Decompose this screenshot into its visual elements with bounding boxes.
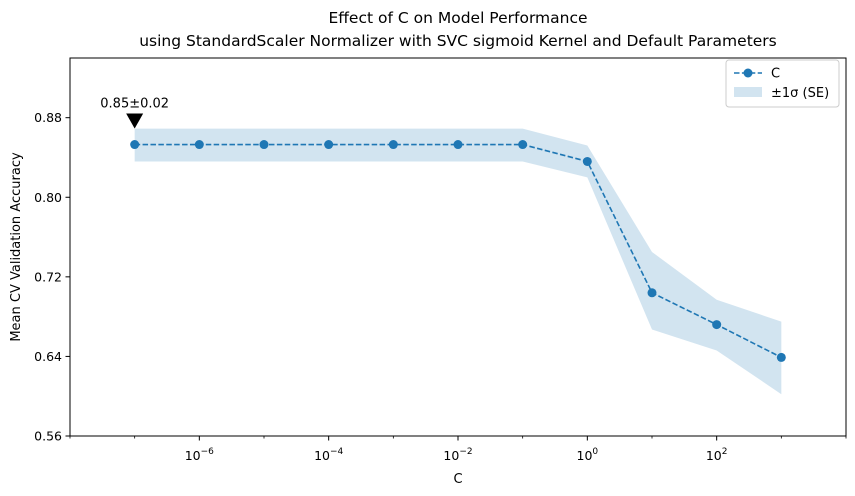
x-tick-label: 102 bbox=[706, 447, 728, 463]
data-point bbox=[776, 352, 786, 362]
data-point bbox=[453, 140, 463, 150]
y-tick-label: 0.80 bbox=[34, 190, 62, 205]
data-point bbox=[712, 320, 722, 330]
error-band-layer bbox=[134, 128, 782, 395]
series-point-layer bbox=[130, 140, 786, 362]
y-tick-label: 0.64 bbox=[34, 349, 62, 364]
x-tick-label: 10−4 bbox=[314, 447, 343, 463]
chart-title: Effect of C on Model Performance bbox=[328, 9, 587, 27]
x-tick-label: 100 bbox=[577, 447, 599, 463]
data-point bbox=[388, 140, 398, 150]
y-tick-label: 0.88 bbox=[34, 110, 62, 125]
plot-frame bbox=[69, 57, 847, 437]
series-line-layer bbox=[134, 143, 782, 359]
legend-label-band: ±1σ (SE) bbox=[771, 86, 829, 101]
series-line bbox=[134, 143, 782, 359]
data-point bbox=[259, 140, 269, 150]
annotation-marker bbox=[126, 113, 144, 129]
data-point bbox=[647, 288, 657, 298]
y-axis: 0.56 0.64 0.72 0.80 0.88 bbox=[34, 110, 70, 444]
y-tick-label: 0.56 bbox=[34, 429, 62, 444]
data-point bbox=[582, 156, 592, 166]
data-point bbox=[130, 140, 140, 150]
data-point bbox=[194, 140, 204, 150]
legend-frame bbox=[725, 59, 840, 108]
legend: C ±1σ (SE) bbox=[725, 59, 840, 108]
annotation-layer: 0.85±0.02 bbox=[100, 97, 169, 129]
data-point bbox=[324, 140, 334, 150]
legend-marker-swatch bbox=[743, 68, 753, 78]
x-axis: 10−6 10−4 10−2 100 102 bbox=[69, 436, 847, 463]
y-tick-label: 0.72 bbox=[34, 269, 62, 284]
x-tick-label: 10−6 bbox=[185, 447, 214, 463]
x-tick-label: 10−2 bbox=[443, 447, 472, 463]
data-point bbox=[518, 140, 528, 150]
y-axis-label: Mean CV Validation Accuracy bbox=[9, 152, 24, 342]
annotation-text: 0.85±0.02 bbox=[100, 97, 169, 112]
legend-band-swatch bbox=[734, 87, 762, 97]
error-band bbox=[134, 128, 782, 395]
x-axis-label: C bbox=[453, 472, 462, 487]
legend-label-series: C bbox=[771, 67, 780, 82]
chart-subtitle: using StandardScaler Normalizer with SVC… bbox=[139, 32, 777, 50]
